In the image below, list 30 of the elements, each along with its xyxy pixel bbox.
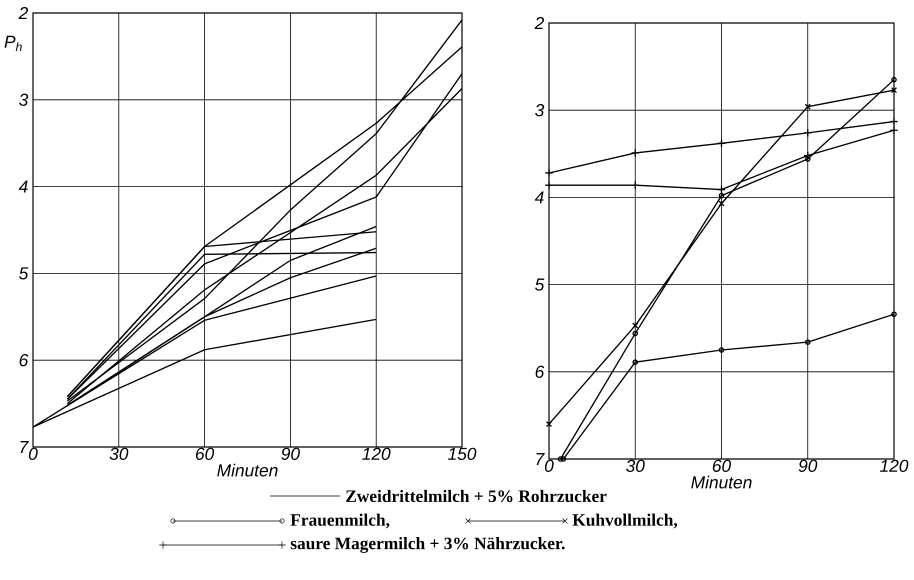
x-tick-label: 90 [798, 460, 818, 472]
legend-label: Frauenmilch, [290, 514, 390, 528]
legend-label: Kuhvollmilch, [572, 514, 678, 528]
y-tick-label: 7 [20, 441, 29, 453]
x-tick-label: 60 [196, 448, 214, 460]
x-axis-title: Minuten [217, 464, 278, 477]
y-tick-label: 2 [18, 6, 28, 20]
x-tick-label: 30 [626, 460, 645, 472]
x-tick-label: 150 [448, 448, 476, 460]
y-tick-label: 6 [20, 354, 28, 366]
y-axis-title: P$_{h}$ [4, 36, 22, 51]
x-tick-label: 120 [362, 448, 391, 460]
x-tick-label: 90 [281, 448, 300, 460]
y-tick-label: 5 [535, 278, 544, 291]
y-tick-label: 4 [534, 191, 544, 204]
x-tick-label: 120 [880, 460, 908, 472]
y-tick-label: 2 [534, 16, 544, 30]
x-axis-title: Minuten [691, 476, 752, 489]
y-tick-label: 6 [536, 366, 544, 378]
y-tick-label: 5 [19, 267, 28, 280]
x-tick-label: 60 [712, 460, 731, 472]
y-tick-label: 7 [536, 453, 545, 465]
legend-label: saure Magermilch + 3% Nährzucker. [290, 537, 565, 553]
x-tick-label: 0 [28, 448, 38, 460]
x-tick-label: 0 [544, 460, 554, 472]
y-tick-label: 3 [19, 94, 28, 106]
x-tick-label: 30 [110, 448, 128, 460]
y-tick-label: 4 [18, 180, 28, 193]
legend-label: Zweidrittelmilch + 5% Rohrzucker [346, 490, 607, 502]
y-tick-label: 3 [535, 104, 544, 116]
